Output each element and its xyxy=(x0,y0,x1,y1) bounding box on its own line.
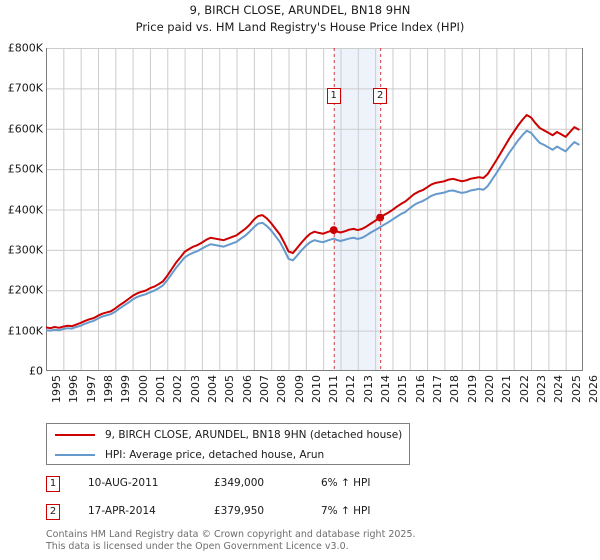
transaction-date-2: 17-APR-2014 xyxy=(88,505,156,517)
x-axis-tick-label: 2009 xyxy=(292,375,306,403)
x-axis-tick-label: 2020 xyxy=(483,375,497,403)
x-axis-tick-label: 2008 xyxy=(275,375,289,403)
x-axis-tick-label: 2011 xyxy=(327,375,341,403)
x-axis-tick-label: 1999 xyxy=(119,375,133,403)
transaction-price-2: £379,950 xyxy=(214,505,265,517)
x-axis-tick-label: 2025 xyxy=(569,375,583,403)
x-axis-tick-label: 2000 xyxy=(136,375,150,403)
x-axis-tick-label: 2012 xyxy=(344,375,358,403)
event-marker-1: 1 xyxy=(326,88,341,104)
transaction-badge-1: 1 xyxy=(46,476,60,492)
x-axis-tick-label: 2026 xyxy=(587,375,600,403)
x-axis-tick-label: 2019 xyxy=(465,375,479,403)
table-row: 2 17-APR-2014 £379,950 7% ↑ HPI xyxy=(46,501,446,529)
x-axis-tick-label: 2013 xyxy=(361,375,375,403)
x-axis-tick-label: 1996 xyxy=(67,375,81,403)
x-axis-tick-label: 2004 xyxy=(205,375,219,403)
event-marker-2: 2 xyxy=(373,88,388,104)
y-axis-tick-label: £500K xyxy=(7,162,43,176)
x-axis-tick-label: 1997 xyxy=(84,375,98,403)
x-axis-tick-label: 2007 xyxy=(257,375,271,403)
legend-swatch-hpi xyxy=(55,454,95,456)
page-title: 9, BIRCH CLOSE, ARUNDEL, BN18 9HN xyxy=(189,3,411,17)
y-axis-tick-label: £700K xyxy=(7,81,43,95)
x-axis-tick-label: 2014 xyxy=(379,375,393,403)
x-axis-tick-label: 2002 xyxy=(171,375,185,403)
transaction-date-1: 10-AUG-2011 xyxy=(88,477,159,489)
x-axis-tick-label: 2003 xyxy=(188,375,202,403)
footer-line-copyright: Contains HM Land Registry data © Crown c… xyxy=(46,529,416,540)
y-axis-tick-label: £600K xyxy=(7,122,43,136)
x-axis-tick-label: 2021 xyxy=(500,375,514,403)
page-subtitle: Price paid vs. HM Land Registry's House … xyxy=(135,20,465,34)
x-axis-tick-label: 2017 xyxy=(431,375,445,403)
chart-legend: 9, BIRCH CLOSE, ARUNDEL, BN18 9HN (detac… xyxy=(46,423,410,465)
legend-item-hpi: HPI: Average price, detached house, Arun xyxy=(47,445,409,465)
plot-area xyxy=(46,48,583,371)
x-axis-tick-label: 2006 xyxy=(240,375,254,403)
transactions-table: 1 10-AUG-2011 £349,000 6% ↑ HPI 2 17-APR… xyxy=(46,473,446,529)
chart-title-block: 9, BIRCH CLOSE, ARUNDEL, BN18 9HN Price … xyxy=(0,2,600,36)
plot-svg xyxy=(46,48,583,371)
legend-label-price-paid: 9, BIRCH CLOSE, ARUNDEL, BN18 9HN (detac… xyxy=(105,429,403,441)
x-axis-tick-label: 1995 xyxy=(50,375,63,403)
x-axis-tick-label: 2001 xyxy=(153,375,167,403)
legend-item-price-paid: 9, BIRCH CLOSE, ARUNDEL, BN18 9HN (detac… xyxy=(47,425,409,445)
legend-swatch-price-paid xyxy=(55,434,95,436)
x-axis-tick-label: 1998 xyxy=(101,375,115,403)
y-axis-tick-label: £200K xyxy=(7,283,43,297)
y-axis-tick-label: £400K xyxy=(7,203,43,216)
legend-label-hpi: HPI: Average price, detached house, Arun xyxy=(105,449,325,461)
x-axis-tick-label: 2015 xyxy=(396,375,410,403)
footer-line-licence: This data is licensed under the Open Gov… xyxy=(46,541,349,552)
y-axis-tick-label: £100K xyxy=(7,324,43,338)
y-axis-tick-label: £800K xyxy=(7,41,43,55)
transaction-hpi-delta-1: 6% ↑ HPI xyxy=(321,477,371,489)
x-axis-tick-label: 2023 xyxy=(535,375,549,403)
x-axis-tick-label: 2016 xyxy=(413,375,427,403)
y-axis-tick-label: £300K xyxy=(7,243,43,257)
x-axis-tick-label: 2005 xyxy=(223,375,237,403)
footer-attribution: Contains HM Land Registry data © Crown c… xyxy=(46,529,566,553)
transaction-price-1: £349,000 xyxy=(214,477,265,489)
x-axis-tick-label: 2010 xyxy=(309,375,323,403)
table-row: 1 10-AUG-2011 £349,000 6% ↑ HPI xyxy=(46,473,446,501)
x-axis-tick-label: 2018 xyxy=(448,375,462,403)
x-axis-tick-label: 2024 xyxy=(552,375,566,403)
transaction-badge-2: 2 xyxy=(46,504,60,520)
x-axis-tick-label: 2022 xyxy=(517,375,531,403)
y-axis-tick-label: £0 xyxy=(29,364,43,378)
transaction-hpi-delta-2: 7% ↑ HPI xyxy=(321,505,371,517)
